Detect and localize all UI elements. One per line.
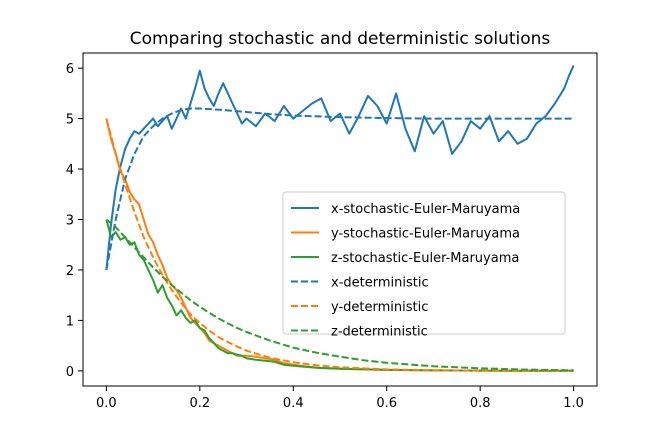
- y-tick-label: 1: [66, 314, 74, 329]
- legend-box: [282, 191, 566, 335]
- y-tick-label: 0: [66, 365, 74, 380]
- y-tick-label: 2: [66, 264, 74, 279]
- legend-label-x-stochastic-Euler-Maruyama: x-stochastic-Euler-Maruyama: [331, 202, 520, 217]
- y-axis: 0 1 2 3 4 5 6: [66, 62, 83, 380]
- x-tick-label: 0.4: [283, 396, 304, 411]
- series-line-y-deterministic: [105, 118, 574, 372]
- x-tick-label: 0.0: [96, 396, 117, 411]
- x-tick-label: 0.8: [470, 396, 491, 411]
- x-axis: 0.0 0.2 0.4 0.6 0.8 1.0: [96, 386, 584, 411]
- series-line-z-deterministic: [105, 218, 574, 372]
- x-tick-label: 1.0: [563, 396, 584, 411]
- chart-title: Comparing stochastic and deterministic s…: [130, 29, 551, 49]
- plot-lines: [105, 65, 575, 372]
- y-tick-label: 6: [66, 62, 74, 77]
- legend-label-z-deterministic: z-deterministic: [331, 325, 428, 340]
- legend-label-x-deterministic: x-deterministic: [331, 276, 429, 291]
- x-tick-label: 0.2: [189, 396, 210, 411]
- y-tick-label: 4: [66, 163, 74, 178]
- x-tick-label: 0.6: [376, 396, 397, 411]
- series-line-z-stochastic-Euler-Maruyama: [105, 219, 574, 372]
- series-line-x-stochastic-Euler-Maruyama: [105, 65, 575, 271]
- series-line-x-deterministic: [105, 107, 574, 271]
- legend-label-z-stochastic-Euler-Maruyama: z-stochastic-Euler-Maruyama: [331, 251, 519, 266]
- legend-label-y-stochastic-Euler-Maruyama: y-stochastic-Euler-Maruyama: [331, 227, 520, 242]
- legend: x-stochastic-Euler-Maruyama y-stochastic-…: [282, 191, 566, 340]
- y-tick-label: 3: [66, 214, 74, 229]
- legend-label-y-deterministic: y-deterministic: [331, 300, 428, 315]
- y-tick-label: 5: [66, 113, 74, 128]
